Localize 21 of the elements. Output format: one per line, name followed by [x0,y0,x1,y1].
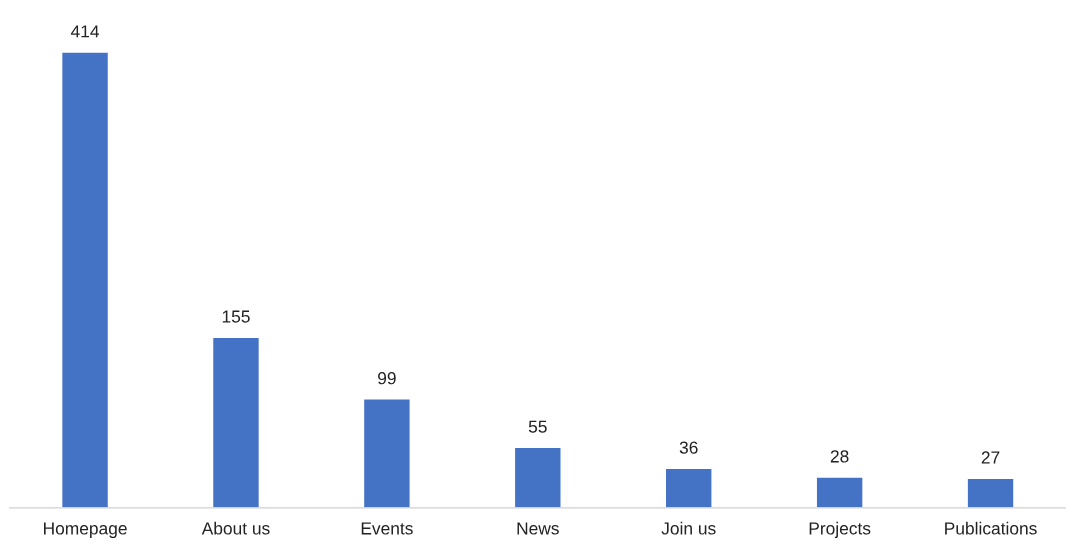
bar [211,336,261,508]
x-tick-label: Projects [809,521,871,538]
x-tick-label: About us [201,521,270,535]
data-label: 28 [830,450,849,463]
x-tick-label: News [517,522,559,535]
bar [815,476,864,508]
bar [362,398,411,508]
data-label: 99 [378,372,396,385]
bar [513,446,562,508]
bar [60,51,110,508]
data-label: 155 [222,310,250,323]
data-label: 414 [70,25,100,38]
x-tick-label: Homepage [44,522,127,538]
x-tick-label: Events [361,522,413,535]
data-label: 36 [679,441,698,454]
x-tick-label: Join us [661,521,716,535]
data-label: 55 [528,420,547,433]
bar [664,467,713,508]
bar [966,477,1015,508]
data-label: 27 [981,451,1000,464]
x-tick-label: Publications [945,521,1037,535]
